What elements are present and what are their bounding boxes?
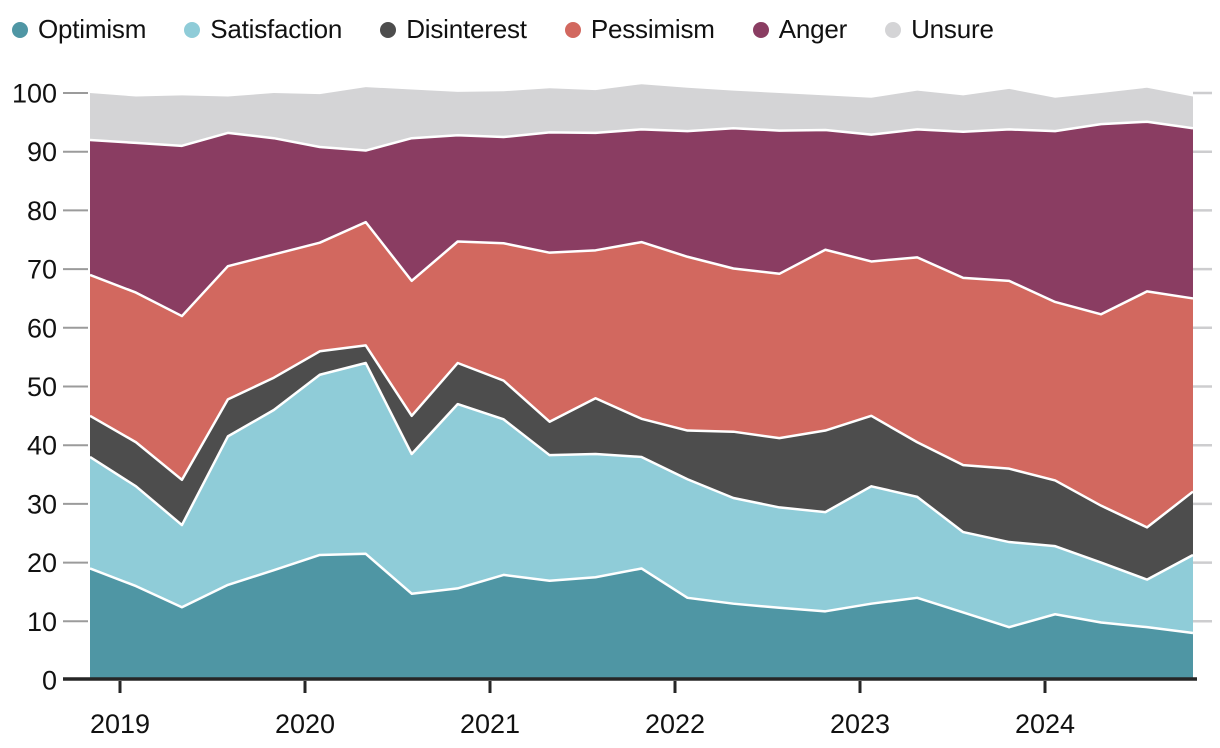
legend-label: Anger <box>778 14 848 44</box>
y-axis-label: 20 <box>27 548 57 578</box>
legend-label: Pessimism <box>590 14 715 44</box>
legend-item-satisfaction: Satisfaction <box>184 14 342 45</box>
legend-item-optimism: Optimism <box>12 14 146 45</box>
legend-dot-icon <box>564 21 581 38</box>
y-axis-label: 10 <box>27 607 57 637</box>
x-axis-label: 2024 <box>1015 709 1075 739</box>
legend-dot-icon <box>184 21 201 38</box>
legend-item-unsure: Unsure <box>885 14 994 45</box>
legend-item-disinterest: Disinterest <box>380 14 527 45</box>
y-axis-label: 90 <box>27 137 57 167</box>
y-axis-label: 50 <box>27 372 57 402</box>
boundary-disinterest <box>89 344 1194 529</box>
x-axis-label: 2020 <box>275 709 335 739</box>
legend-label: Disinterest <box>406 14 527 44</box>
area-optimism <box>90 553 1193 680</box>
area-satisfaction <box>90 363 1193 634</box>
legend-item-anger: Anger <box>752 14 848 45</box>
legend-label: Optimism <box>38 14 147 44</box>
y-axis-label: 30 <box>27 489 57 519</box>
legend-dot-icon <box>885 21 902 38</box>
y-axis-label: 100 <box>12 79 57 109</box>
area-pessimism <box>90 222 1193 528</box>
area-anger <box>90 121 1193 317</box>
x-axis-label: 2022 <box>645 709 705 739</box>
y-axis-label: 0 <box>42 666 57 696</box>
area-unsure <box>90 84 1193 151</box>
boundary-satisfaction <box>89 361 1194 581</box>
legend-label: Unsure <box>911 14 994 44</box>
legend-item-pessimism: Pessimism <box>564 14 715 45</box>
legend: Optimism Satisfaction Disinterest Pessimism… <box>12 14 994 45</box>
y-axis-label: 80 <box>27 196 57 226</box>
y-axis-label: 60 <box>27 313 57 343</box>
y-axis-label: 40 <box>27 431 57 461</box>
legend-label: Satisfaction <box>210 14 343 44</box>
boundary-pessimism <box>89 220 1194 318</box>
y-axis-label: 70 <box>27 255 57 285</box>
x-axis-label: 2019 <box>90 709 150 739</box>
legend-dot-icon <box>752 21 769 38</box>
x-axis-label: 2021 <box>460 709 520 739</box>
boundary-optimism <box>89 552 1194 635</box>
legend-dot-icon <box>12 21 28 38</box>
boundary-anger <box>89 120 1194 152</box>
x-axis-label: 2023 <box>830 709 890 739</box>
legend-dot-icon <box>380 21 397 38</box>
